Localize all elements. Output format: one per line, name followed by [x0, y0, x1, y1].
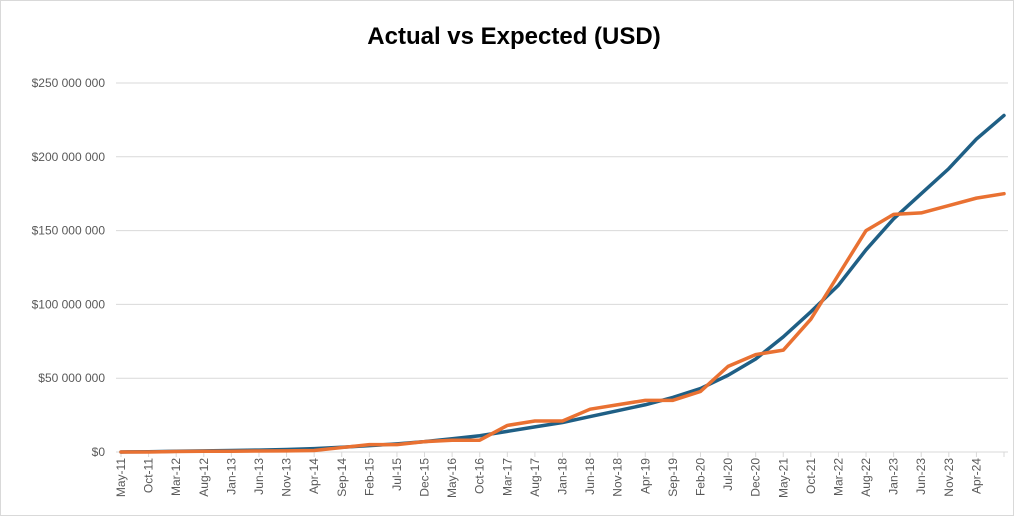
- x-tick-label: Aug-12: [197, 458, 211, 497]
- x-tick-label: Jan-23: [887, 458, 901, 495]
- x-tick-label: Oct-21: [804, 458, 818, 494]
- x-tick-label: Dec-20: [749, 458, 763, 497]
- y-tick-label: $0: [92, 445, 106, 459]
- x-tick-label: Nov-18: [611, 458, 625, 497]
- x-tick-label: Jul-15: [390, 458, 404, 491]
- x-tick-label: Sep-19: [666, 458, 680, 497]
- x-tick-label: Jun-18: [583, 458, 597, 495]
- x-tick-label: May-16: [445, 458, 459, 498]
- x-tick-label: Feb-15: [362, 458, 376, 496]
- x-tick-label: May-11: [114, 458, 128, 497]
- x-tick-label: Dec-15: [418, 458, 432, 497]
- x-tick-label: Jul-20: [721, 458, 735, 491]
- x-tick-label: Jun-13: [252, 458, 266, 495]
- x-tick-label: Jan-18: [556, 458, 570, 495]
- y-tick-label: $250 000 000: [32, 76, 106, 90]
- x-tick-label: Sep-14: [335, 458, 349, 497]
- x-tick-label: Mar-17: [500, 458, 514, 496]
- x-tick-label: Apr-19: [638, 458, 652, 494]
- y-tick-label: $100 000 000: [32, 297, 106, 311]
- x-tick-label: Jan-13: [224, 458, 238, 495]
- x-tick-label: Jun-23: [914, 458, 928, 495]
- y-tick-label: $50 000 000: [38, 371, 105, 385]
- y-tick-label: $150 000 000: [32, 224, 106, 238]
- x-tick-label: Aug-17: [528, 458, 542, 497]
- x-tick-label: Oct-11: [142, 458, 156, 493]
- x-tick-label: Mar-22: [831, 458, 845, 496]
- x-tick-label: Mar-12: [169, 458, 183, 496]
- x-tick-label: Apr-14: [307, 458, 321, 494]
- x-tick-label: Apr-24: [969, 458, 983, 494]
- chart-title: Actual vs Expected (USD): [367, 23, 660, 50]
- x-tick-label: Nov-23: [942, 458, 956, 497]
- x-tick-label: Feb-20: [693, 458, 707, 496]
- x-tick-label: May-21: [776, 458, 790, 498]
- x-tick-label: Aug-22: [859, 458, 873, 497]
- y-tick-label: $200 000 000: [32, 150, 106, 164]
- series-line: [119, 191, 1006, 454]
- x-tick-label: Nov-13: [280, 458, 294, 497]
- x-tick-label: Oct-16: [473, 458, 487, 494]
